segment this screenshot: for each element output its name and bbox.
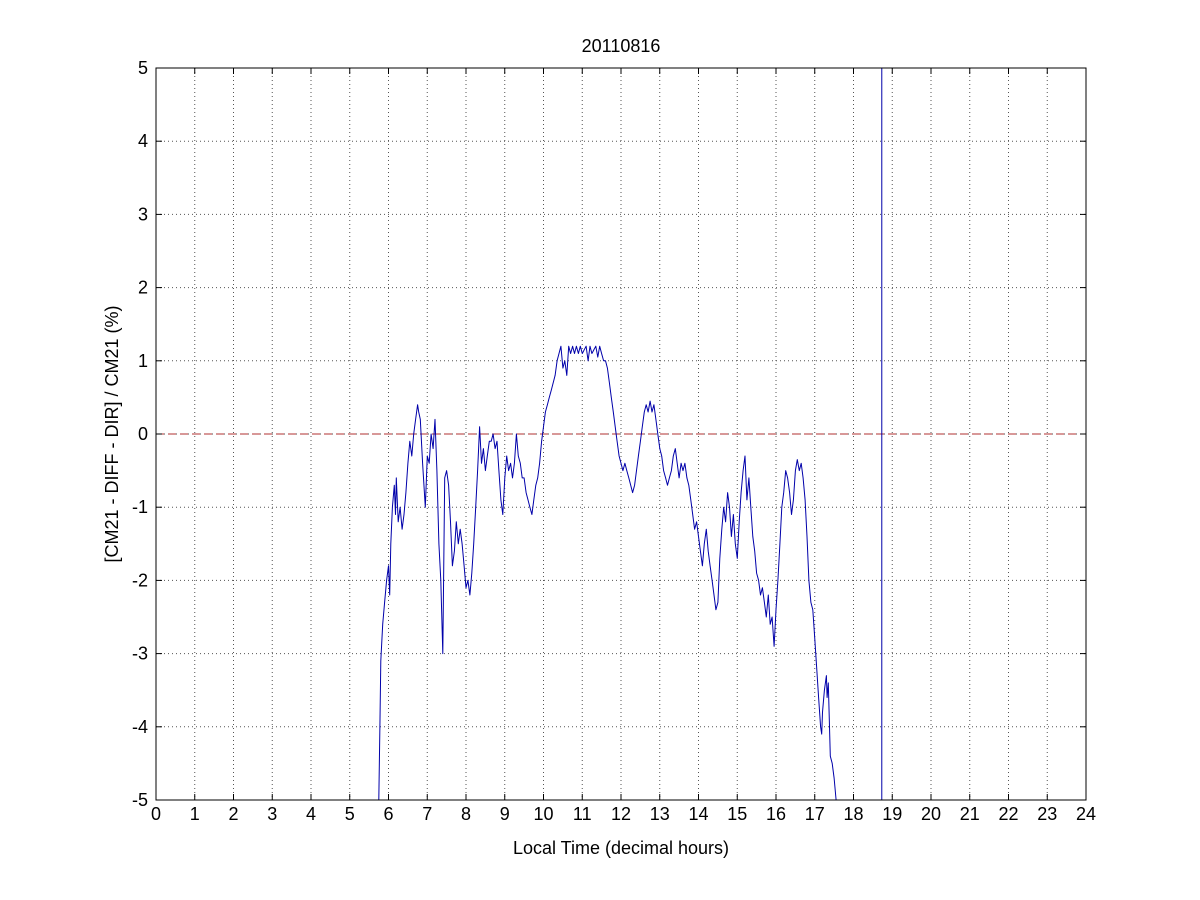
x-axis-ticks: 0 1 2 3 4 5 6 7 8 9 10 11 12 13 14 15 16 17 18 19 20 21 22 23 24: [151, 68, 1096, 824]
x-axis-label: Local Time (decimal hours): [513, 838, 729, 858]
x-tick-label: 20: [921, 804, 941, 824]
y-tick-label: 2: [138, 278, 148, 298]
x-tick-label: 13: [650, 804, 670, 824]
x-tick-label: 23: [1037, 804, 1057, 824]
y-axis-ticks: 5 4 3 2 1 0 -1 -2 -3 -4 -5: [132, 58, 1086, 810]
y-tick-label: -5: [132, 790, 148, 810]
y-tick-label: 5: [138, 58, 148, 78]
x-tick-label: 3: [267, 804, 277, 824]
series-layer: [378, 345, 837, 801]
x-tick-label: 18: [843, 804, 863, 824]
x-tick-label: 7: [422, 804, 432, 824]
y-tick-label: -3: [132, 644, 148, 664]
y-tick-label: 0: [138, 424, 148, 444]
x-tick-label: 24: [1076, 804, 1096, 824]
y-tick-label: -1: [132, 497, 148, 517]
x-tick-label: 19: [882, 804, 902, 824]
x-tick-label: 22: [998, 804, 1018, 824]
y-axis-label: [CM21 - DIFF - DIR] / CM21 (%): [102, 305, 122, 562]
x-tick-label: 12: [611, 804, 631, 824]
x-tick-label: 15: [727, 804, 747, 824]
x-tick-label: 8: [461, 804, 471, 824]
x-tick-label: 4: [306, 804, 316, 824]
y-tick-label: 3: [138, 204, 148, 224]
x-tick-label: 21: [960, 804, 980, 824]
y-tick-label: 4: [138, 131, 148, 151]
y-tick-label: -2: [132, 570, 148, 590]
y-tick-label: 1: [138, 351, 148, 371]
x-tick-label: 2: [228, 804, 238, 824]
x-tick-label: 16: [766, 804, 786, 824]
grid-lines: [156, 68, 1086, 800]
x-tick-label: 11: [573, 804, 592, 824]
x-tick-label: 17: [805, 804, 825, 824]
x-tick-label: 14: [688, 804, 708, 824]
y-tick-label: -4: [132, 717, 148, 737]
x-tick-label: 0: [151, 804, 161, 824]
x-tick-label: 10: [533, 804, 553, 824]
x-tick-label: 9: [500, 804, 510, 824]
x-tick-label: 6: [383, 804, 393, 824]
series-line: [378, 345, 837, 801]
reference-lines: [156, 68, 1086, 800]
x-tick-label: 1: [190, 804, 200, 824]
chart-title: 20110816: [582, 36, 661, 56]
x-tick-label: 5: [345, 804, 355, 824]
